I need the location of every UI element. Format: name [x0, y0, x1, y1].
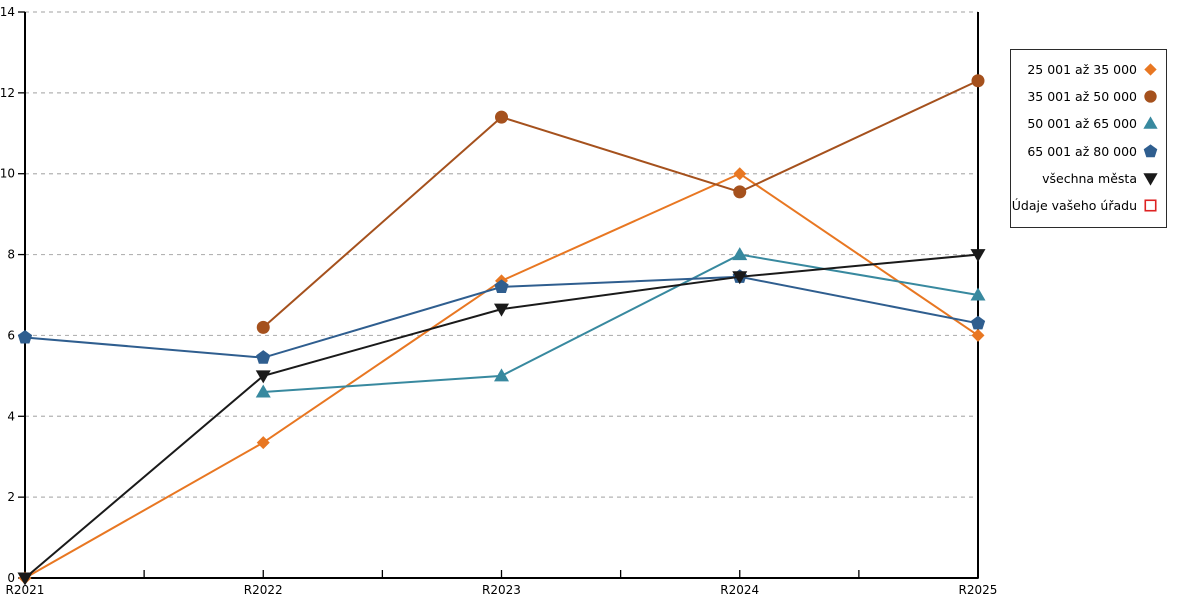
pentagon-marker-icon — [970, 315, 986, 330]
diamond-marker-icon — [971, 328, 985, 342]
legend-item-3: 65 001 až 80 000 — [1017, 143, 1159, 160]
series-line-1 — [262, 79, 979, 329]
square-open-marker-icon — [1144, 199, 1157, 212]
circle-marker-icon — [971, 74, 985, 88]
x-axis-tick-label: R2021 — [6, 583, 45, 597]
legend-diamond-icon — [1144, 63, 1157, 76]
legend-item-0: 25 001 až 35 000 — [1017, 61, 1159, 78]
y-axis-tick-label: 6 — [7, 328, 15, 342]
triangle-up-marker-icon — [970, 287, 986, 301]
x-axis-tick-label: R2025 — [959, 583, 998, 597]
diamond-marker-icon — [256, 436, 270, 450]
y-axis-tick-label: 12 — [0, 86, 15, 100]
circle-marker-icon — [1144, 90, 1157, 103]
pentagon-marker-icon — [1143, 143, 1158, 157]
diamond-marker-icon — [1144, 63, 1157, 76]
legend-item-label: 25 001 až 35 000 — [1027, 62, 1137, 77]
legend-item-label: 50 001 až 65 000 — [1027, 116, 1137, 132]
triangle-up-marker-icon — [255, 384, 271, 398]
legend-item-1: 35 001 až 50 000 — [1017, 88, 1159, 105]
legend-triangle-up-icon — [1143, 116, 1158, 130]
legend-square-open-icon — [1144, 199, 1157, 212]
circle-marker-icon — [256, 320, 270, 334]
series-line-2 — [263, 253, 979, 394]
legend-pentagon-icon — [1143, 143, 1158, 157]
y-axis-tick-label: 2 — [7, 490, 15, 504]
triangle-down-marker-icon — [1143, 173, 1158, 186]
legend-item-label: všechna města — [1042, 170, 1137, 186]
triangle-up-marker-icon — [1143, 116, 1158, 130]
x-axis-tick-label: R2024 — [720, 583, 759, 597]
triangle-up-marker-icon — [732, 247, 748, 261]
x-axis-tick-label: R2022 — [244, 583, 283, 597]
legend-item-5: Údaje vašeho úřadu — [1012, 197, 1159, 214]
triangle-down-marker-icon — [17, 572, 33, 586]
legend-item-2: 50 001 až 65 000 — [1017, 115, 1159, 132]
triangle-down-marker-icon — [255, 370, 271, 384]
diamond-marker-icon — [733, 167, 747, 181]
pentagon-marker-icon — [494, 279, 509, 293]
triangle-down-marker-icon — [732, 271, 748, 285]
triangle-up-marker-icon — [494, 368, 509, 382]
y-axis-tick-label: 0 — [7, 571, 15, 585]
legend-triangle-down-icon — [1143, 173, 1158, 186]
pentagon-marker-icon — [17, 329, 33, 344]
pentagon-marker-icon — [256, 350, 271, 364]
x-axis-tick-label: R2023 — [482, 583, 521, 597]
legend-item-label: Údaje vašeho úřadu — [1011, 197, 1137, 213]
y-axis-tick-label: 4 — [7, 409, 15, 423]
triangle-down-marker-icon — [494, 303, 509, 317]
legend-item-4: všechna města — [1017, 170, 1159, 187]
legend-item-label: 35 001 až 50 000 — [1027, 89, 1137, 105]
legend-item-label: 65 001 až 80 000 — [1027, 143, 1137, 159]
y-axis-tick-label: 14 — [0, 5, 15, 19]
y-axis-tick-label: 8 — [7, 248, 15, 262]
circle-marker-icon — [733, 185, 747, 199]
triangle-down-marker-icon — [970, 249, 986, 263]
circle-marker-icon — [495, 110, 508, 124]
legend-circle-icon — [1144, 90, 1157, 103]
chart-legend: 25 001 až 35 000 35 001 až 50 000 50 001 a… — [1010, 49, 1167, 228]
y-axis-tick-label: 10 — [0, 167, 15, 181]
